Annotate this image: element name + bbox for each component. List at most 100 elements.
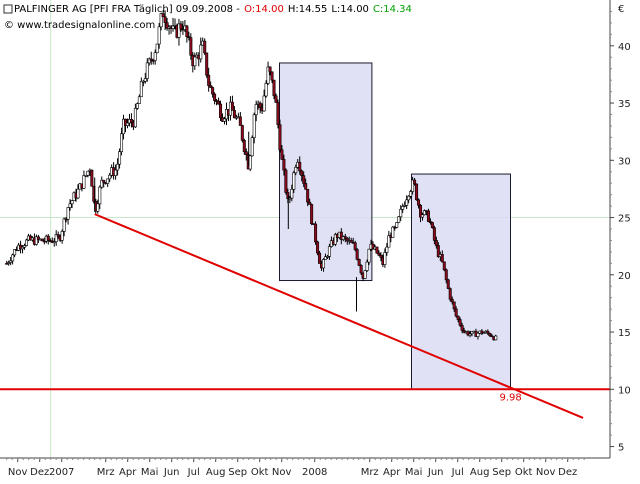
- price-bar-body: [86, 170, 90, 176]
- price-bar-body: [448, 288, 452, 300]
- price-bar-body: [125, 122, 129, 126]
- price-bar-body: [371, 243, 375, 250]
- x-tick-label: Dez: [558, 467, 577, 478]
- price-bar-body: [460, 324, 464, 331]
- price-bar-body: [56, 234, 60, 237]
- price-bar-body: [203, 40, 207, 54]
- price-bar-body: [24, 239, 28, 246]
- y-tick-label: 15: [618, 328, 631, 339]
- price-bar-body: [397, 216, 401, 223]
- price-bar-body: [379, 254, 383, 258]
- price-bar-body: [96, 203, 100, 212]
- y-tick-label: 10: [618, 385, 631, 396]
- highlight-box-2: [411, 173, 511, 390]
- price-bar-body: [52, 241, 56, 244]
- price-bar-body: [298, 161, 302, 172]
- price-bar-body: [116, 163, 120, 171]
- price-bar-body: [355, 249, 359, 260]
- price-bar-body: [466, 331, 470, 336]
- price-bar-body: [272, 79, 276, 97]
- price-bar-body: [248, 155, 252, 170]
- legend-text: PALFINGER AG [PFI FRA Täglich] 09.09.200…: [14, 4, 412, 15]
- price-bar-body: [426, 210, 430, 222]
- price-bar-body: [300, 170, 304, 176]
- price-bar-body: [219, 103, 223, 119]
- price-bar-body: [436, 245, 440, 257]
- price-bar-body: [70, 200, 74, 205]
- website-credit: © www.tradesignalonline.com: [4, 20, 155, 31]
- x-tick-label: Okt: [251, 467, 269, 478]
- price-bar-body: [462, 329, 466, 333]
- price-bar-body: [375, 246, 379, 254]
- price-bar-body: [454, 308, 458, 317]
- price-bar-body: [395, 222, 399, 228]
- price-bar-body: [387, 235, 391, 248]
- price-bar-body: [411, 179, 415, 192]
- price-bar-body: [343, 236, 347, 239]
- price-bar-body: [444, 269, 448, 281]
- price-bar-body: [420, 214, 424, 218]
- y-axis-unit-label: €: [618, 4, 624, 15]
- close-value: C:14.34: [373, 4, 412, 15]
- price-bar-body: [179, 23, 183, 30]
- price-bar-body: [240, 125, 244, 141]
- x-tick-label: Nov: [536, 467, 556, 478]
- price-bar-body: [34, 236, 38, 245]
- price-bar-body: [163, 16, 167, 23]
- price-bar-body: [143, 78, 147, 82]
- price-bar-body: [7, 262, 11, 264]
- price-bar-body: [385, 246, 389, 253]
- price-bar-body: [46, 235, 50, 241]
- support-line-label: 9.98: [500, 392, 522, 403]
- price-bar-body: [147, 58, 151, 64]
- price-bar-body: [60, 231, 64, 241]
- price-bar-body: [106, 178, 110, 184]
- price-bar-body: [98, 186, 102, 205]
- trend-line: [94, 213, 584, 419]
- price-bar-body: [100, 179, 104, 188]
- price-bar-body: [217, 100, 221, 105]
- price-bar-body: [415, 183, 419, 201]
- price-bar-body: [102, 179, 106, 183]
- price-bar-body: [157, 26, 161, 45]
- price-bar-body: [145, 62, 149, 79]
- price-bar-body: [213, 93, 217, 101]
- chart-header: PALFINGER AG [PFI FRA Täglich] 09.09.200…: [3, 4, 412, 31]
- price-bar-body: [5, 263, 9, 265]
- price-bar-body: [161, 13, 165, 18]
- price-bar-body: [254, 104, 258, 116]
- price-bar-body: [280, 149, 284, 160]
- price-bar-body: [155, 43, 159, 54]
- price-bar-body: [209, 85, 213, 88]
- price-bar-body: [276, 102, 280, 125]
- price-bar-body: [23, 245, 27, 248]
- price-bar-body: [205, 52, 209, 76]
- price-bar-body: [377, 252, 381, 256]
- price-bar-body: [422, 210, 426, 216]
- price-bar-body: [476, 332, 480, 337]
- price-bar-body: [304, 183, 308, 190]
- price-bar-body: [357, 259, 361, 266]
- price-bar-body: [486, 331, 490, 334]
- x-tick-label: Nov: [272, 467, 292, 478]
- price-bar-body: [207, 74, 211, 86]
- price-bar-body: [440, 254, 444, 263]
- price-bar-body: [302, 175, 306, 184]
- price-bar-body: [314, 223, 318, 243]
- x-tick-label: Jun: [163, 467, 180, 478]
- price-bar-body: [294, 167, 298, 174]
- price-bar-body: [349, 240, 353, 243]
- price-bar-body: [129, 119, 133, 123]
- price-bar-body: [268, 66, 272, 73]
- price-bar-body: [494, 335, 498, 341]
- price-bar-body: [13, 249, 17, 256]
- price-bars-layer: [5, 10, 498, 341]
- price-bar-body: [321, 259, 325, 269]
- price-bar-body: [244, 151, 248, 155]
- price-bar-body: [114, 169, 118, 176]
- price-bar-body: [211, 87, 215, 95]
- price-bar-body: [84, 174, 88, 177]
- x-tick-label: Nov: [8, 467, 28, 478]
